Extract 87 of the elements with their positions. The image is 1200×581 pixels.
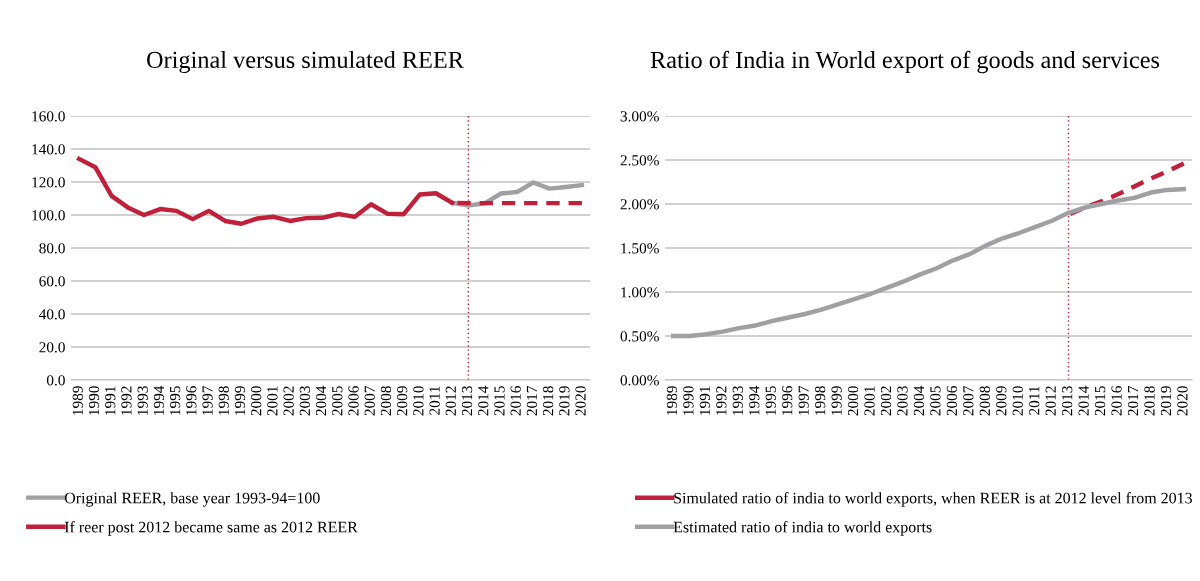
x-tick-label: 2007 <box>963 385 974 416</box>
x-tick-label: 2009 <box>397 386 408 416</box>
x-tick-label: 2016 <box>510 386 521 416</box>
x-tick-label: 2012 <box>1045 386 1056 416</box>
x-tick-label: 1989 <box>666 386 678 415</box>
x-tick-label: 2010 <box>413 386 424 416</box>
x-tick-label: 2010 <box>1012 386 1023 416</box>
x-tick-label: 2000 <box>847 386 859 416</box>
y-tick-label: 100.0 <box>32 210 65 221</box>
x-tick-label: 1990 <box>683 386 694 415</box>
x-tick-label: 2018 <box>542 386 554 416</box>
x-tick-label: 2005 <box>930 386 941 416</box>
x-tick-label: 2019 <box>1160 386 1172 416</box>
y-tick-label: 120.0 <box>32 177 65 188</box>
x-tick-label: 1997 <box>798 385 809 415</box>
x-tick-label: 1992 <box>716 386 727 415</box>
chart-title: Original versus simulated REER <box>147 50 464 74</box>
y-tick-label: 140.0 <box>32 144 65 155</box>
x-tick-label: 2020 <box>1177 386 1188 416</box>
x-tick-label: 1993 <box>137 386 148 415</box>
y-tick-label: 160.0 <box>32 111 65 122</box>
x-tick-label: 2000 <box>251 386 262 416</box>
x-tick-label: 1998 <box>218 386 229 415</box>
x-tick-label: 2008 <box>979 386 990 416</box>
line-series <box>671 186 1186 339</box>
x-tick-label: 2005 <box>332 386 343 416</box>
chart-title: Ratio of India in World export of goods and services <box>650 50 1160 74</box>
y-tick-label: 0.50% <box>620 331 659 342</box>
y-tick-label: 20.0 <box>39 342 65 353</box>
y-tick-label: 3.00% <box>620 111 659 122</box>
x-tick-label: 2011 <box>429 386 440 415</box>
x-tick-label: 2008 <box>380 386 392 416</box>
x-tick-label: 2003 <box>299 386 310 416</box>
x-tick-label: 1989 <box>72 386 83 415</box>
x-tick-label: 1996 <box>782 386 793 415</box>
y-tick-label: 0.00% <box>620 375 659 386</box>
x-tick-label: 2013 <box>1062 386 1073 416</box>
x-tick-label: 1999 <box>831 386 842 415</box>
legend-label: Simulated ratio of india to world exports, when REER is at 2012 level from 2013 <box>674 492 1192 507</box>
x-tick-label: 2017 <box>526 385 538 416</box>
legend-label: If reer post 2012 became same as 2012 REER <box>64 521 358 536</box>
x-tick-label: 1990 <box>88 386 100 415</box>
x-tick-label: 2006 <box>946 386 958 416</box>
x-tick-label: 2017 <box>1127 385 1139 416</box>
x-tick-label: 1992 <box>121 386 132 415</box>
x-tick-label: 2001 <box>267 386 278 416</box>
x-tick-label: 1999 <box>234 386 246 415</box>
x-tick-label: 2004 <box>315 385 327 416</box>
x-tick-label: 1995 <box>765 386 776 415</box>
x-tick-label: 2015 <box>1094 386 1106 416</box>
x-tick-label: 2020 <box>575 386 586 416</box>
x-tick-label: 2007 <box>364 385 375 416</box>
x-tick-label: 2014 <box>478 385 489 416</box>
y-tick-label: 2.00% <box>620 199 659 210</box>
x-tick-label: 2002 <box>283 386 294 416</box>
x-tick-label: 2003 <box>897 386 908 416</box>
legend-label: Original REER, base year 1993-94=100 <box>64 492 320 507</box>
x-tick-label: 2012 <box>445 386 456 416</box>
x-tick-label: 2018 <box>1144 386 1155 416</box>
y-tick-label: 60.0 <box>39 276 65 287</box>
x-tick-label: 1998 <box>814 386 826 415</box>
x-tick-label: 2016 <box>1111 386 1122 416</box>
y-tick-label: 1.00% <box>621 287 659 298</box>
x-tick-label: 2001 <box>864 386 875 416</box>
x-tick-label: 1993 <box>732 386 743 415</box>
y-tick-label: 2.50% <box>620 155 659 166</box>
y-tick-label: 40.0 <box>39 309 65 320</box>
y-tick-label: 80.0 <box>39 243 65 254</box>
x-tick-label: 2009 <box>996 386 1007 416</box>
x-tick-label: 2014 <box>1078 385 1089 416</box>
x-tick-label: 1991 <box>699 386 710 415</box>
x-tick-label: 2006 <box>348 386 359 416</box>
y-tick-label: 1.50% <box>621 243 659 254</box>
x-tick-label: 1994 <box>749 385 760 415</box>
x-tick-label: 2015 <box>494 386 505 416</box>
x-tick-label: 1995 <box>169 386 181 415</box>
x-tick-label: 1994 <box>153 385 165 415</box>
x-tick-label: 1991 <box>105 386 116 415</box>
y-tick-label: 0.0 <box>46 375 65 386</box>
legend-label: Estimated ratio of india to world exports <box>673 521 932 536</box>
x-tick-label: 1996 <box>186 386 197 415</box>
x-tick-label: 2002 <box>880 386 892 416</box>
x-tick-label: 2019 <box>559 386 570 416</box>
x-tick-label: 2011 <box>1029 386 1040 415</box>
x-tick-label: 2013 <box>461 386 473 416</box>
x-tick-label: 1997 <box>202 385 213 415</box>
x-tick-label: 2004 <box>913 385 925 416</box>
